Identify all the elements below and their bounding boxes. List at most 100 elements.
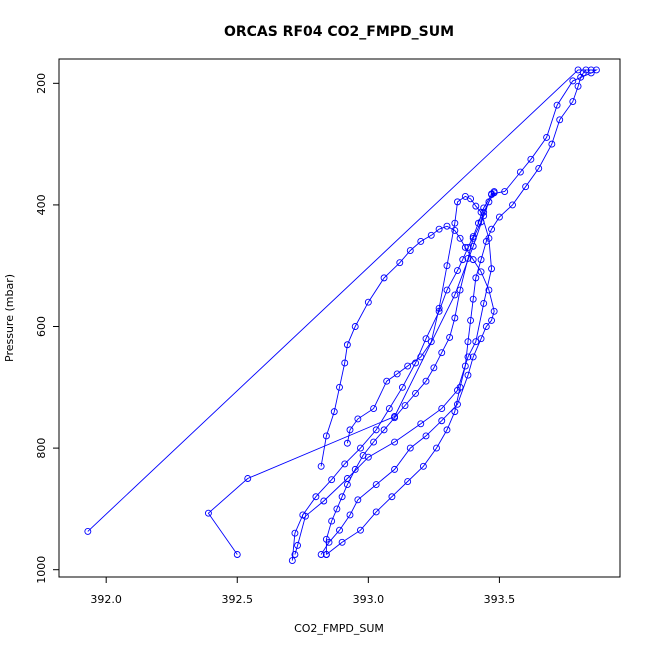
- data-point: [380, 274, 388, 282]
- data-point: [438, 349, 446, 357]
- data-point: [422, 432, 430, 440]
- series-line: [320, 225, 495, 555]
- x-axis-label: CO2_FMPD_SUM: [294, 622, 384, 635]
- data-point: [469, 233, 477, 240]
- data-point: [553, 101, 561, 109]
- data-point: [485, 286, 493, 294]
- data-point: [364, 298, 372, 306]
- data-point: [328, 517, 336, 525]
- data-point: [488, 191, 495, 199]
- data-point: [477, 256, 485, 264]
- data-point: [370, 405, 378, 413]
- data-point: [328, 476, 336, 484]
- data-point: [391, 465, 399, 473]
- data-point: [461, 244, 469, 251]
- data-point: [404, 362, 412, 370]
- data-point: [364, 453, 372, 461]
- data-point: [294, 541, 302, 549]
- data-point: [556, 116, 564, 124]
- data-point: [587, 66, 595, 74]
- data-point: [422, 335, 430, 343]
- data-point: [569, 77, 577, 85]
- data-point: [338, 493, 346, 501]
- data-point: [427, 231, 435, 239]
- data-point: [527, 155, 535, 163]
- data-point: [454, 267, 461, 275]
- data-point: [477, 335, 485, 343]
- data-point: [456, 383, 464, 391]
- data-point: [343, 439, 351, 447]
- x-tick-label: 392.5: [222, 593, 254, 606]
- data-point: [482, 323, 490, 330]
- data-point: [346, 426, 354, 434]
- data-point: [574, 66, 582, 74]
- data-point: [204, 509, 212, 517]
- data-point: [391, 413, 399, 420]
- data-point: [461, 192, 469, 200]
- data-point: [401, 402, 409, 409]
- data-point: [301, 512, 309, 520]
- data-point: [501, 188, 509, 195]
- data-point: [84, 527, 92, 535]
- data-point: [333, 505, 341, 513]
- data-point: [482, 237, 490, 245]
- data-point: [472, 202, 480, 210]
- data-point: [244, 475, 252, 482]
- data-point: [354, 415, 362, 423]
- data-point: [404, 478, 412, 485]
- data-point: [372, 426, 380, 434]
- data-point: [346, 511, 354, 519]
- x-axis: 392.0 392.5 393.0 393.5: [90, 577, 515, 606]
- data-point: [451, 227, 459, 234]
- data-point: [435, 304, 443, 312]
- data-point: [291, 529, 299, 537]
- data-point: [338, 538, 346, 546]
- data-point: [472, 274, 480, 282]
- data-point: [464, 371, 472, 379]
- data-point: [430, 364, 438, 372]
- y-tick-label: 800: [35, 438, 48, 459]
- y-tick-label: 600: [35, 316, 48, 337]
- data-point: [469, 242, 477, 250]
- chart-title: ORCAS RF04 CO2_FMPD_SUM: [224, 24, 454, 40]
- data-point: [433, 444, 440, 452]
- data-point: [351, 323, 359, 330]
- data-point: [322, 432, 330, 440]
- data-point: [480, 299, 488, 307]
- data-point: [592, 66, 600, 74]
- series-line: [294, 195, 492, 555]
- data-point: [443, 286, 451, 294]
- data-point: [357, 444, 364, 452]
- data-point: [341, 460, 349, 468]
- series-layer: [84, 66, 600, 565]
- data-point: [351, 465, 359, 473]
- data-point: [461, 362, 469, 370]
- x-tick-label: 393.5: [484, 593, 516, 606]
- series-line: [207, 192, 495, 561]
- data-point: [495, 213, 503, 221]
- data-point: [391, 438, 399, 446]
- data-point: [406, 444, 414, 452]
- data-point: [417, 237, 425, 245]
- data-point: [451, 219, 459, 227]
- x-tick-label: 392.0: [90, 593, 122, 606]
- data-point: [443, 222, 451, 230]
- data-point: [419, 462, 427, 470]
- data-point: [516, 168, 524, 176]
- data-point: [317, 551, 325, 558]
- x-tick-label: 393.0: [353, 593, 385, 606]
- data-point: [443, 262, 451, 270]
- data-point: [454, 198, 461, 206]
- data-point: [474, 219, 482, 227]
- data-point: [291, 551, 299, 558]
- data-point: [341, 359, 349, 367]
- data-point: [343, 341, 351, 349]
- data-point: [385, 405, 393, 413]
- y-tick-label: 400: [35, 194, 48, 215]
- data-point: [406, 247, 414, 254]
- data-point: [488, 316, 495, 324]
- data-point: [320, 497, 328, 505]
- data-point: [472, 338, 480, 346]
- data-point: [412, 389, 419, 397]
